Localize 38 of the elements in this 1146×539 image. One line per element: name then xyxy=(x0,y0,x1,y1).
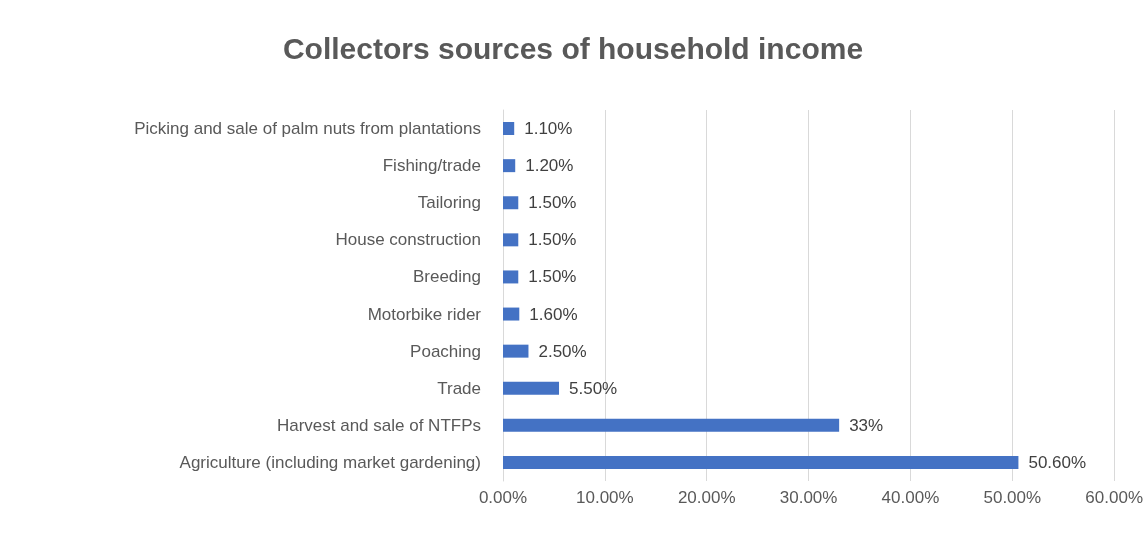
bar xyxy=(503,159,516,173)
x-tick-label: 60.00% xyxy=(1085,488,1144,507)
y-tick-label: Breeding xyxy=(412,267,481,287)
y-tick-label: Fishing/trade xyxy=(382,156,481,176)
data-label: 1.50% xyxy=(528,193,577,213)
x-tick-label: 0.00% xyxy=(478,488,528,507)
bar xyxy=(503,418,840,432)
y-tick-label: Picking and sale of palm nuts from plantations xyxy=(134,119,481,139)
bar xyxy=(503,381,560,395)
x-tick-label: 10.00% xyxy=(576,488,634,507)
data-label: 1.10% xyxy=(524,119,573,139)
bar xyxy=(503,270,519,284)
data-label: 50.60% xyxy=(1028,452,1087,472)
chart-title: Collectors sources of household income xyxy=(282,31,864,65)
x-tick-label: 40.00% xyxy=(881,488,940,507)
bar xyxy=(503,122,515,136)
bar xyxy=(503,344,529,358)
data-label: 33% xyxy=(849,415,884,435)
y-tick-label: Agriculture (including market gardening) xyxy=(179,452,481,472)
data-label: 1.20% xyxy=(525,156,574,176)
data-label: 1.50% xyxy=(528,267,577,287)
bar xyxy=(503,455,1019,469)
x-tick-label: 20.00% xyxy=(677,488,736,507)
y-tick-label: Motorbike rider xyxy=(367,304,482,324)
bar xyxy=(503,196,519,210)
x-tick-label: 50.00% xyxy=(983,488,1042,507)
y-tick-label: Tailoring xyxy=(417,193,481,213)
y-tick-label: Harvest and sale of NTFPs xyxy=(276,415,481,435)
data-label: 1.50% xyxy=(528,230,577,250)
bar xyxy=(503,233,519,247)
data-label: 1.60% xyxy=(529,304,578,324)
y-tick-label: Trade xyxy=(437,378,481,398)
y-tick-label: Poaching xyxy=(410,341,481,361)
bar xyxy=(503,307,520,321)
y-tick-label: House construction xyxy=(335,230,481,250)
x-tick-label: 30.00% xyxy=(779,488,838,507)
data-label: 2.50% xyxy=(538,341,587,361)
data-label: 5.50% xyxy=(569,378,618,398)
